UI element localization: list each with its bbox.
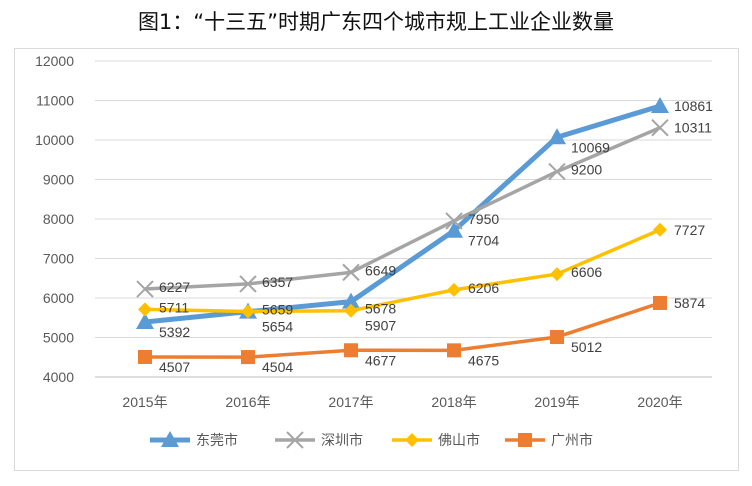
data-point — [342, 263, 360, 282]
data-point — [241, 350, 255, 365]
data-label: 7950 — [468, 211, 499, 227]
data-point — [445, 212, 463, 230]
series-line-深圳市 — [144, 126, 661, 291]
data-point — [239, 275, 257, 293]
y-tick-label: 7000 — [43, 251, 74, 267]
data-label: 7704 — [468, 233, 499, 249]
data-point — [651, 119, 669, 137]
data-label: 6227 — [159, 279, 190, 295]
data-label: 7727 — [674, 222, 705, 238]
series-line-东莞市 — [144, 103, 661, 325]
data-point — [651, 96, 669, 113]
data-point — [550, 267, 564, 282]
data-point — [136, 313, 154, 330]
data-label: 4504 — [262, 359, 293, 375]
data-label: 10311 — [674, 120, 712, 136]
y-tick-label: 5000 — [43, 330, 74, 346]
data-label: 6606 — [571, 264, 602, 280]
data-label: 6649 — [365, 262, 396, 278]
x-tick-label: 2019年 — [534, 394, 579, 410]
data-point — [241, 304, 255, 319]
y-tick-label: 4000 — [43, 369, 74, 385]
y-tick-label: 10000 — [35, 132, 74, 148]
data-label: 5907 — [365, 318, 396, 334]
y-tick-label: 6000 — [43, 290, 74, 306]
data-label: 4507 — [159, 359, 190, 375]
data-point — [136, 280, 154, 298]
data-point — [550, 330, 564, 345]
data-label: 4675 — [468, 352, 499, 368]
data-label: 10861 — [674, 98, 713, 114]
data-label: 5654 — [262, 318, 293, 334]
data-label: 4677 — [365, 352, 396, 368]
legend-label: 佛山市 — [438, 432, 480, 448]
data-point — [548, 128, 566, 145]
chart-title: 图1：“十三五”时期广东四个城市规上工业企业数量 — [137, 10, 615, 34]
data-label: 5659 — [262, 301, 293, 317]
data-point — [445, 221, 463, 238]
data-label: 5012 — [571, 339, 602, 355]
data-point — [342, 292, 360, 309]
chart-frame — [14, 48, 739, 471]
data-label: 5392 — [159, 324, 190, 340]
data-label: 5711 — [159, 299, 189, 315]
legend-marker — [405, 433, 419, 447]
legend-marker — [286, 431, 304, 449]
data-point — [653, 222, 667, 237]
x-tick-label: 2017年 — [328, 394, 373, 410]
data-label: 6206 — [468, 280, 499, 296]
data-point — [138, 349, 152, 364]
data-label: 5678 — [365, 301, 396, 317]
data-label: 6357 — [262, 274, 293, 290]
data-label: 9200 — [571, 162, 602, 178]
y-tick-label: 8000 — [43, 211, 74, 227]
x-tick-label: 2020年 — [637, 394, 682, 410]
data-point — [138, 302, 152, 317]
data-label: 5874 — [674, 295, 705, 311]
series-line-广州市 — [144, 301, 661, 359]
data-point — [653, 295, 667, 310]
data-point — [344, 343, 358, 358]
data-point — [447, 282, 461, 297]
x-tick-label: 2018年 — [431, 394, 476, 410]
data-label: 10069 — [571, 139, 610, 155]
data-point — [447, 343, 461, 358]
legend-marker — [161, 431, 179, 447]
y-tick-label: 12000 — [35, 53, 74, 69]
legend-label: 深圳市 — [321, 432, 363, 448]
legend-marker — [518, 433, 532, 447]
y-tick-label: 9000 — [43, 172, 74, 188]
y-tick-label: 11000 — [36, 93, 74, 109]
data-point — [344, 303, 358, 318]
x-tick-label: 2016年 — [225, 394, 270, 410]
series-line-佛山市 — [144, 228, 661, 314]
legend-label: 东莞市 — [196, 432, 238, 448]
data-point — [548, 162, 566, 181]
x-tick-label: 2015年 — [122, 394, 167, 410]
legend-label: 广州市 — [551, 432, 593, 448]
